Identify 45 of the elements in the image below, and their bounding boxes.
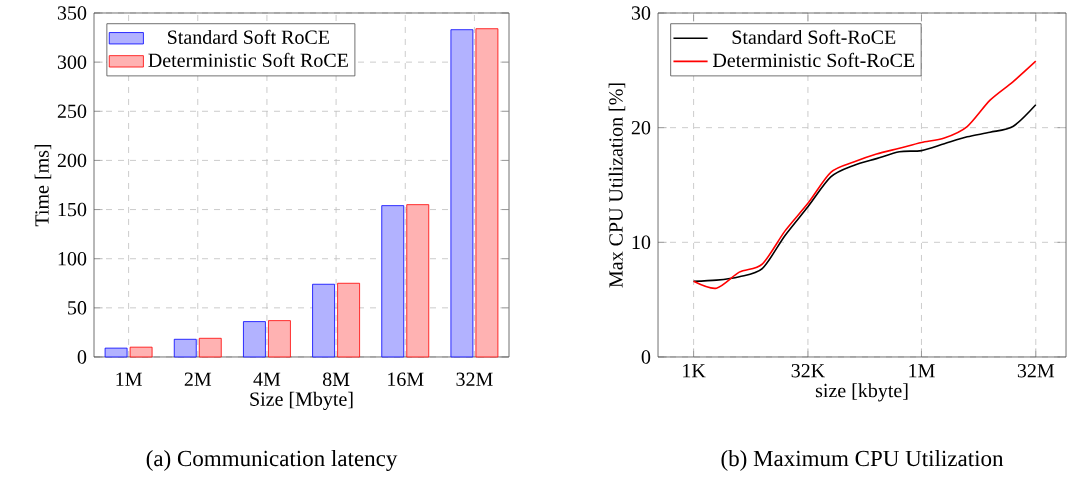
bar	[129, 346, 153, 358]
y-tick-label: 0	[77, 350, 87, 364]
bar	[243, 321, 266, 358]
bar	[312, 283, 335, 358]
bar	[337, 282, 360, 358]
y-tick-label: 250	[57, 104, 87, 119]
y-tick-label: 100	[58, 251, 87, 266]
y-tick-label: 50	[68, 301, 87, 315]
x-tick-label: 1M	[116, 372, 142, 386]
x-tick-label: 1M	[909, 364, 935, 378]
line-series	[692, 103, 1037, 283]
y-tick-label: 200	[57, 153, 87, 168]
y-tick-label: 30	[631, 6, 651, 20]
legend-label: Deterministic Soft-RoCE	[712, 52, 915, 68]
x-tick-label: 32K	[791, 364, 825, 378]
legend-label: Deterministic Soft RoCE	[148, 52, 348, 68]
x-tick-label: 8M	[322, 372, 350, 387]
x-tick-label: 2M	[184, 372, 212, 386]
y-axis-title: Time [ms]	[34, 144, 52, 227]
y-axis-title: Max CPU Utilization [%]	[608, 83, 626, 288]
x-tick-label: 16M	[388, 372, 424, 387]
bar	[381, 205, 405, 358]
bar	[475, 28, 499, 358]
bar	[268, 320, 291, 358]
x-tick-label: 32M	[1017, 364, 1055, 378]
y-tick-label: 350	[57, 6, 87, 20]
x-axis-title: size [kbyte]	[815, 383, 908, 402]
y-tick-label: 0	[641, 350, 651, 364]
bar	[104, 347, 128, 358]
y-tick-label: 150	[58, 202, 87, 217]
x-axis-title: Size [Mbyte]	[250, 391, 353, 411]
bar	[173, 338, 197, 358]
text: (b) Maximum CPU Utilization	[721, 450, 1004, 471]
x-tick-label: 1K	[683, 364, 706, 378]
text: (a) Communication latency	[146, 450, 398, 471]
y-tick-label: 20	[631, 120, 651, 135]
y-tick-label: 300	[57, 55, 87, 69]
legend-label: Standard Soft RoCE	[168, 29, 330, 44]
bar	[406, 204, 430, 358]
bar	[450, 29, 474, 358]
y-tick-label: 10	[632, 235, 651, 250]
x-tick-label: 4M	[253, 372, 281, 386]
bar	[198, 337, 222, 358]
x-tick-label: 32M	[456, 372, 493, 387]
legend-label: Standard Soft-RoCE	[732, 29, 896, 44]
